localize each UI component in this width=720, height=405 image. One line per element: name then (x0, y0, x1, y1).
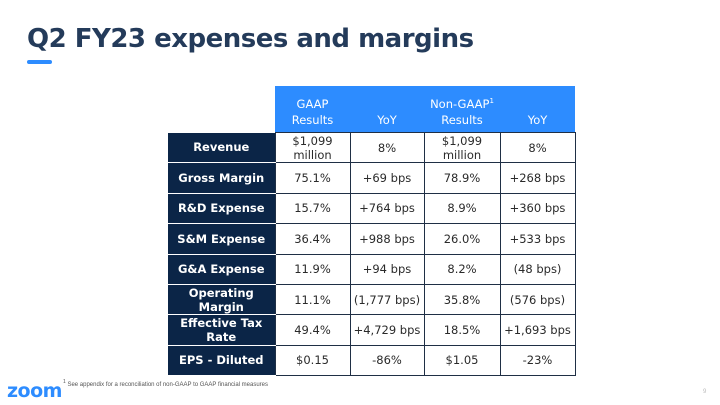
cell-gaap-results: $1,099 million (274, 131, 351, 164)
cell-nongaap-results: 26.0% (423, 223, 501, 255)
header-gaap-results: GAAP Results (275, 86, 350, 133)
header-line2: Results (291, 113, 334, 127)
row-label: G&A Expense (168, 254, 275, 285)
cell-gaap-results: 36.4% (274, 223, 351, 255)
table-row: Gross Margin 75.1% +69 bps 78.9% +268 bps (168, 162, 576, 194)
title-accent-bar (27, 60, 52, 64)
header-line1: GAAP (296, 97, 329, 111)
cell-nongaap-yoy: -23% (499, 344, 576, 377)
row-label: Operating Margin (168, 284, 275, 316)
cell-gaap-yoy: +94 bps (349, 253, 425, 285)
table-header-row: GAAP Results YoY Non-GAAP1 Results YoY (168, 86, 575, 133)
cell-gaap-results: 75.1% (274, 162, 351, 194)
cell-nongaap-results: 18.5% (423, 314, 501, 346)
header-nongaap-results: Non-GAAP1 Results (424, 86, 500, 133)
row-label: Revenue (168, 132, 275, 164)
cell-gaap-results: 49.4% (274, 314, 351, 346)
table-row: Operating Margin 11.1% (1,777 bps) 35.8% (57… (168, 283, 576, 316)
cell-nongaap-yoy: +533 bps (499, 223, 576, 255)
header-gaap-yoy: YoY (350, 86, 424, 133)
footnote-marker: 1 (63, 379, 66, 385)
cell-nongaap-results: $1.05 (423, 344, 501, 377)
header-line2: YoY (527, 113, 548, 127)
table-row: G&A Expense 11.9% +94 bps 8.2% (48 bps) (168, 253, 576, 285)
cell-gaap-yoy: +69 bps (349, 162, 425, 194)
cell-gaap-results: 11.9% (274, 253, 351, 285)
header-line2: Results (441, 113, 483, 127)
row-label: R&D Expense (168, 193, 275, 225)
cell-nongaap-yoy: +268 bps (499, 162, 576, 194)
page-number: 9 (703, 389, 707, 395)
table-corner (168, 86, 275, 133)
cell-nongaap-results: $1,099 million (423, 131, 501, 164)
cell-nongaap-yoy: +1,693 bps (499, 314, 576, 346)
table-row: Effective Tax Rate 49.4% +4,729 bps 18.5% +1… (168, 314, 576, 346)
cell-nongaap-results: 78.9% (423, 162, 501, 194)
table-row: S&M Expense 36.4% +988 bps 26.0% +533 bps (168, 223, 576, 255)
cell-gaap-results: 11.1% (274, 283, 351, 316)
footnote: 1 See appendix for a reconciliation of n… (63, 379, 269, 389)
cell-nongaap-results: 8.2% (423, 253, 501, 285)
financials-table: GAAP Results YoY Non-GAAP1 Results YoY R… (168, 86, 576, 377)
table-row: R&D Expense 15.7% +764 bps 8.9% +360 bps (168, 192, 576, 225)
header-nongaap-yoy: YoY (500, 86, 575, 133)
cell-gaap-yoy: (1,777 bps) (349, 283, 425, 316)
cell-nongaap-yoy: (576 bps) (499, 283, 576, 316)
slide-title: Q2 FY23 expenses and margins (27, 24, 474, 54)
cell-gaap-results: 15.7% (274, 192, 351, 225)
zoom-logo: zoom (7, 380, 62, 402)
cell-nongaap-yoy: 8% (499, 131, 576, 164)
cell-nongaap-results: 35.8% (423, 283, 501, 316)
row-label: Gross Margin (168, 162, 275, 194)
cell-nongaap-yoy: +360 bps (499, 192, 576, 225)
table-row: Revenue $1,099 million 8% $1,099 million 8% (168, 131, 576, 164)
cell-gaap-results: $0.15 (274, 344, 351, 377)
cell-gaap-yoy: 8% (349, 131, 425, 164)
row-label: S&M Expense (168, 223, 275, 255)
cell-gaap-yoy: +4,729 bps (349, 314, 425, 346)
cell-gaap-yoy: -86% (349, 344, 425, 377)
row-label: EPS - Diluted (168, 345, 275, 377)
cell-gaap-yoy: +764 bps (349, 192, 425, 225)
cell-gaap-yoy: +988 bps (349, 223, 425, 255)
table-row: EPS - Diluted $0.15 -86% $1.05 -23% (168, 344, 576, 377)
header-footnote-marker: 1 (489, 97, 494, 106)
cell-nongaap-results: 8.9% (423, 192, 501, 225)
header-line2: YoY (377, 113, 397, 127)
header-line1: Non-GAAP (430, 97, 490, 111)
footnote-text: See appendix for a reconciliation of non… (67, 382, 269, 388)
cell-nongaap-yoy: (48 bps) (499, 253, 576, 285)
row-label: Effective Tax Rate (168, 314, 275, 346)
